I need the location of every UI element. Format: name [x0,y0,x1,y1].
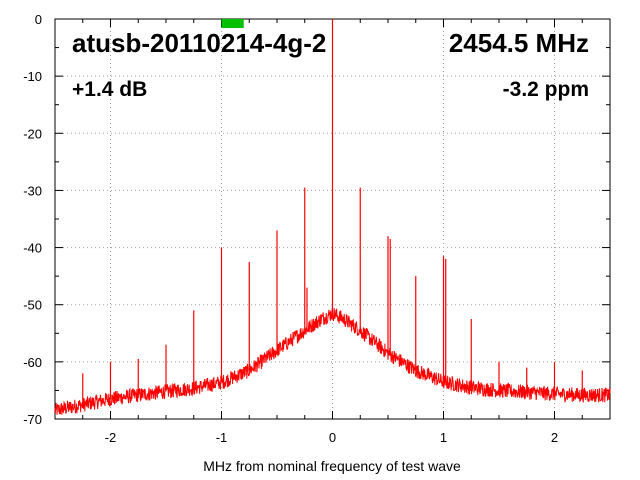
marker-bar [221,19,244,28]
spur-lines [82,19,583,405]
y-tick-label: -50 [23,298,42,313]
x-tick-label: 2 [551,430,558,445]
y-tick-label: -70 [23,412,42,427]
frequency-readout: 2454.5 MHz [449,28,589,58]
y-tick-label: -20 [23,126,42,141]
y-tick-label: -30 [23,183,42,198]
y-tick-labels: 0 -10 -20 -30 -40 -50 -60 -70 [23,12,42,427]
gain-readout: +1.4 dB [72,78,147,101]
x-tick-labels: -2 -1 0 1 2 [105,430,558,445]
ppm-readout: -3.2 ppm [503,78,589,101]
y-tick-label: -60 [23,355,42,370]
chart-title: atusb-20110214-4g-2 [72,28,326,58]
y-tick-label: -10 [23,69,42,84]
x-tick-label: 0 [329,430,336,445]
y-tick-label: 0 [35,12,42,27]
y-tick-label: -40 [23,241,42,256]
axis-ticks [54,18,611,420]
x-tick-label: -2 [105,430,117,445]
x-tick-label: -1 [216,430,228,445]
x-tick-label: 1 [440,430,447,445]
x-axis-label: MHz from nominal frequency of test wave [203,458,461,474]
